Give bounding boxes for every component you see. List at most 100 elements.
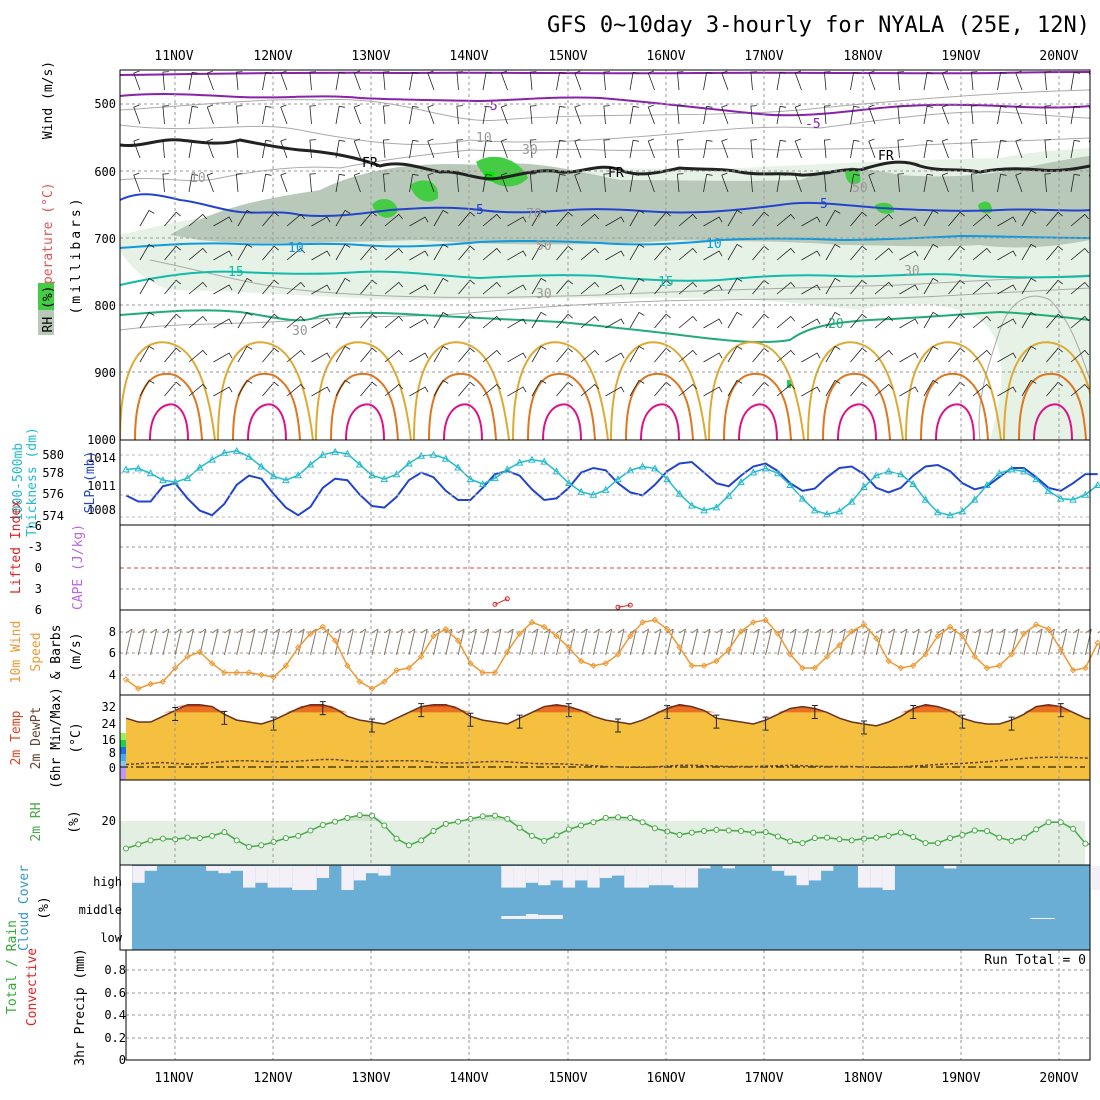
upper-wind-barb [482, 315, 502, 329]
thickness-marker [921, 495, 930, 503]
rh2m-point [848, 837, 855, 844]
thickness-marker [515, 458, 524, 466]
upper-wind-barb [654, 347, 671, 363]
surface-wind-barb [826, 628, 834, 656]
upper-wind-barb [237, 243, 253, 261]
thickness-series-line [125, 450, 1099, 516]
upper-wind-barb [868, 172, 876, 193]
upper-wind-barb [237, 311, 253, 329]
thickness-marker [1020, 467, 1028, 475]
upper-wind-barb [235, 139, 243, 159]
upper-wind-barb [923, 173, 934, 193]
temp-minmax-bar [861, 720, 867, 735]
upper-wind-barb [823, 105, 831, 125]
upper-wind-barb [868, 138, 876, 159]
rh2m-point [393, 835, 400, 842]
upper-wind-barb [139, 345, 155, 363]
upper-wind-barb [286, 281, 306, 295]
upper-wind-barb [1096, 387, 1100, 396]
li-labels: Lifted Index CAPE (J/kg) [9, 500, 86, 610]
rh-contour [149, 259, 1090, 298]
upper-wind-barb [850, 173, 860, 193]
upper-wind-barb [507, 250, 527, 261]
rh-contour [120, 89, 1090, 122]
upper-wind-barb [237, 345, 253, 363]
upper-wind-barb [703, 105, 713, 125]
upper-wind-barb [529, 139, 537, 159]
cloud-middle-bar [501, 916, 514, 919]
upper-wind-barb [874, 213, 894, 227]
upper-wind-barb [280, 172, 288, 193]
thickness-marker [897, 470, 905, 478]
cloud-high-bar [796, 866, 809, 886]
temp-minmax-bar [910, 705, 917, 720]
upper-wind-barb [678, 213, 698, 227]
upper-wind-barb [235, 173, 243, 193]
rh2m-point [233, 837, 240, 844]
upper-wind-barb [603, 71, 610, 91]
upper-wind-barb [188, 71, 199, 91]
contour-label: 15 [228, 265, 244, 280]
thickness-marker [1032, 475, 1041, 483]
cloud-high-bar [538, 866, 551, 886]
upper-wind-barb [678, 247, 698, 261]
wind-speed-markers [122, 616, 1100, 692]
surface-wind-barb [408, 628, 416, 656]
upper-wind-barb [1070, 71, 1081, 91]
isotherm-25 [512, 341, 609, 440]
precip-tick: 0.2 [104, 1031, 126, 1045]
wind-speed-point [331, 637, 339, 644]
upper-wind-barb [1070, 173, 1081, 193]
contour-label: 5 [476, 203, 484, 218]
wind-speed-point [553, 632, 560, 640]
upper-wind-barb [458, 211, 475, 227]
thickness-marker [835, 507, 844, 515]
wind10-panel: 8 6 4 10m Wind Speed & Barbs (m/s) [9, 616, 1100, 692]
contour-label: 30 [536, 287, 552, 302]
temp-minmax-bar [516, 714, 523, 729]
precip-labels: Total / Rain Convective 3hr Precip (mm) [5, 920, 88, 1066]
upper-wind-barb [750, 105, 757, 125]
wind-speed-point [590, 662, 597, 669]
upper-wind-barb [923, 311, 939, 329]
pressure-label-group: (millibars) [69, 195, 84, 314]
pressure-tick: 900 [94, 366, 116, 380]
upper-wind-barb [972, 213, 992, 227]
rh2m-point [627, 814, 634, 821]
upper-wind-barb [1046, 245, 1063, 261]
temp-tick: 8 [109, 746, 116, 760]
thickness-marker [970, 495, 979, 503]
upper-wind-barb [433, 209, 449, 227]
cloud-middle-bar [1030, 918, 1043, 919]
temp-minmax-bar [811, 705, 818, 720]
upper-wind-barb [164, 211, 181, 227]
isotherm-15 [120, 270, 1090, 286]
surface-wind-barb [482, 628, 490, 656]
pressure-tick: 500 [94, 97, 116, 111]
upper-wind-barb [678, 349, 698, 363]
upper-wind-barb [164, 313, 181, 329]
thickness-marker [331, 447, 339, 455]
wind-speed-point [135, 685, 142, 692]
surface-wind-barb [814, 628, 822, 656]
upper-wind-barb [309, 139, 316, 159]
rh2m-point [159, 835, 166, 842]
upper-wind-barb [899, 386, 919, 397]
upper-wind-barb [213, 284, 233, 295]
surface-wind-barb [888, 628, 896, 656]
upper-wind-barb [507, 284, 527, 295]
upper-wind-barb [507, 318, 527, 329]
thickness-marker [343, 449, 352, 457]
upper-wind-barb [721, 172, 729, 193]
upper-wind-barb [1070, 315, 1090, 329]
wind-label: Wind (m/s) [41, 61, 56, 139]
upper-wind-barb [335, 173, 346, 193]
upper-wind-barb [899, 250, 919, 261]
upper-wind-barb [1070, 383, 1090, 397]
wind-speed-line [125, 619, 1099, 690]
wind-speed-point [614, 651, 622, 658]
upper-wind-barb [237, 379, 253, 397]
rh2m-point [934, 840, 941, 847]
upper-wind-barb [752, 313, 769, 329]
upper-wind-barb [286, 315, 306, 329]
